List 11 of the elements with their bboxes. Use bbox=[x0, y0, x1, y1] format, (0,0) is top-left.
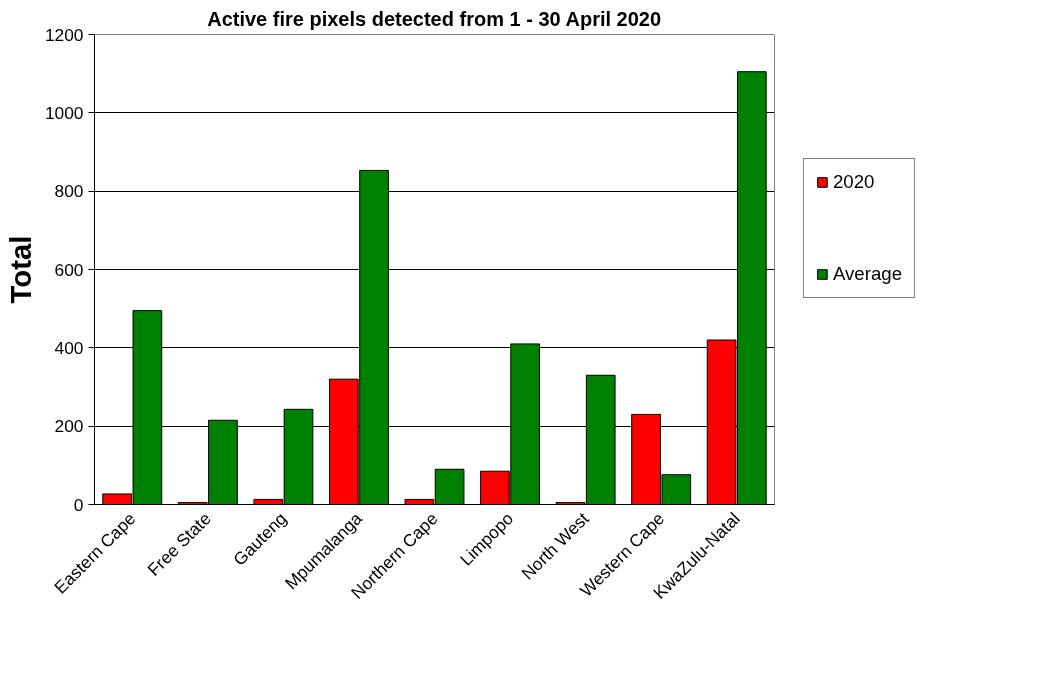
y-tick-label: 0 bbox=[73, 494, 84, 515]
y-tick-label: 600 bbox=[54, 259, 84, 280]
legend-label: Average bbox=[832, 263, 903, 285]
y-tick-label: 1200 bbox=[44, 24, 84, 45]
legend-label: 2020 bbox=[832, 171, 875, 193]
y-tick-label: 400 bbox=[54, 337, 84, 358]
y-tick-label: 1000 bbox=[44, 102, 84, 123]
y-tick-label: 200 bbox=[54, 416, 84, 437]
chart-title: Active fire pixels detected from 1 - 30 April 2020 bbox=[207, 7, 662, 30]
y-axis-title: Total bbox=[3, 235, 37, 304]
y-tick-label: 800 bbox=[54, 181, 84, 202]
